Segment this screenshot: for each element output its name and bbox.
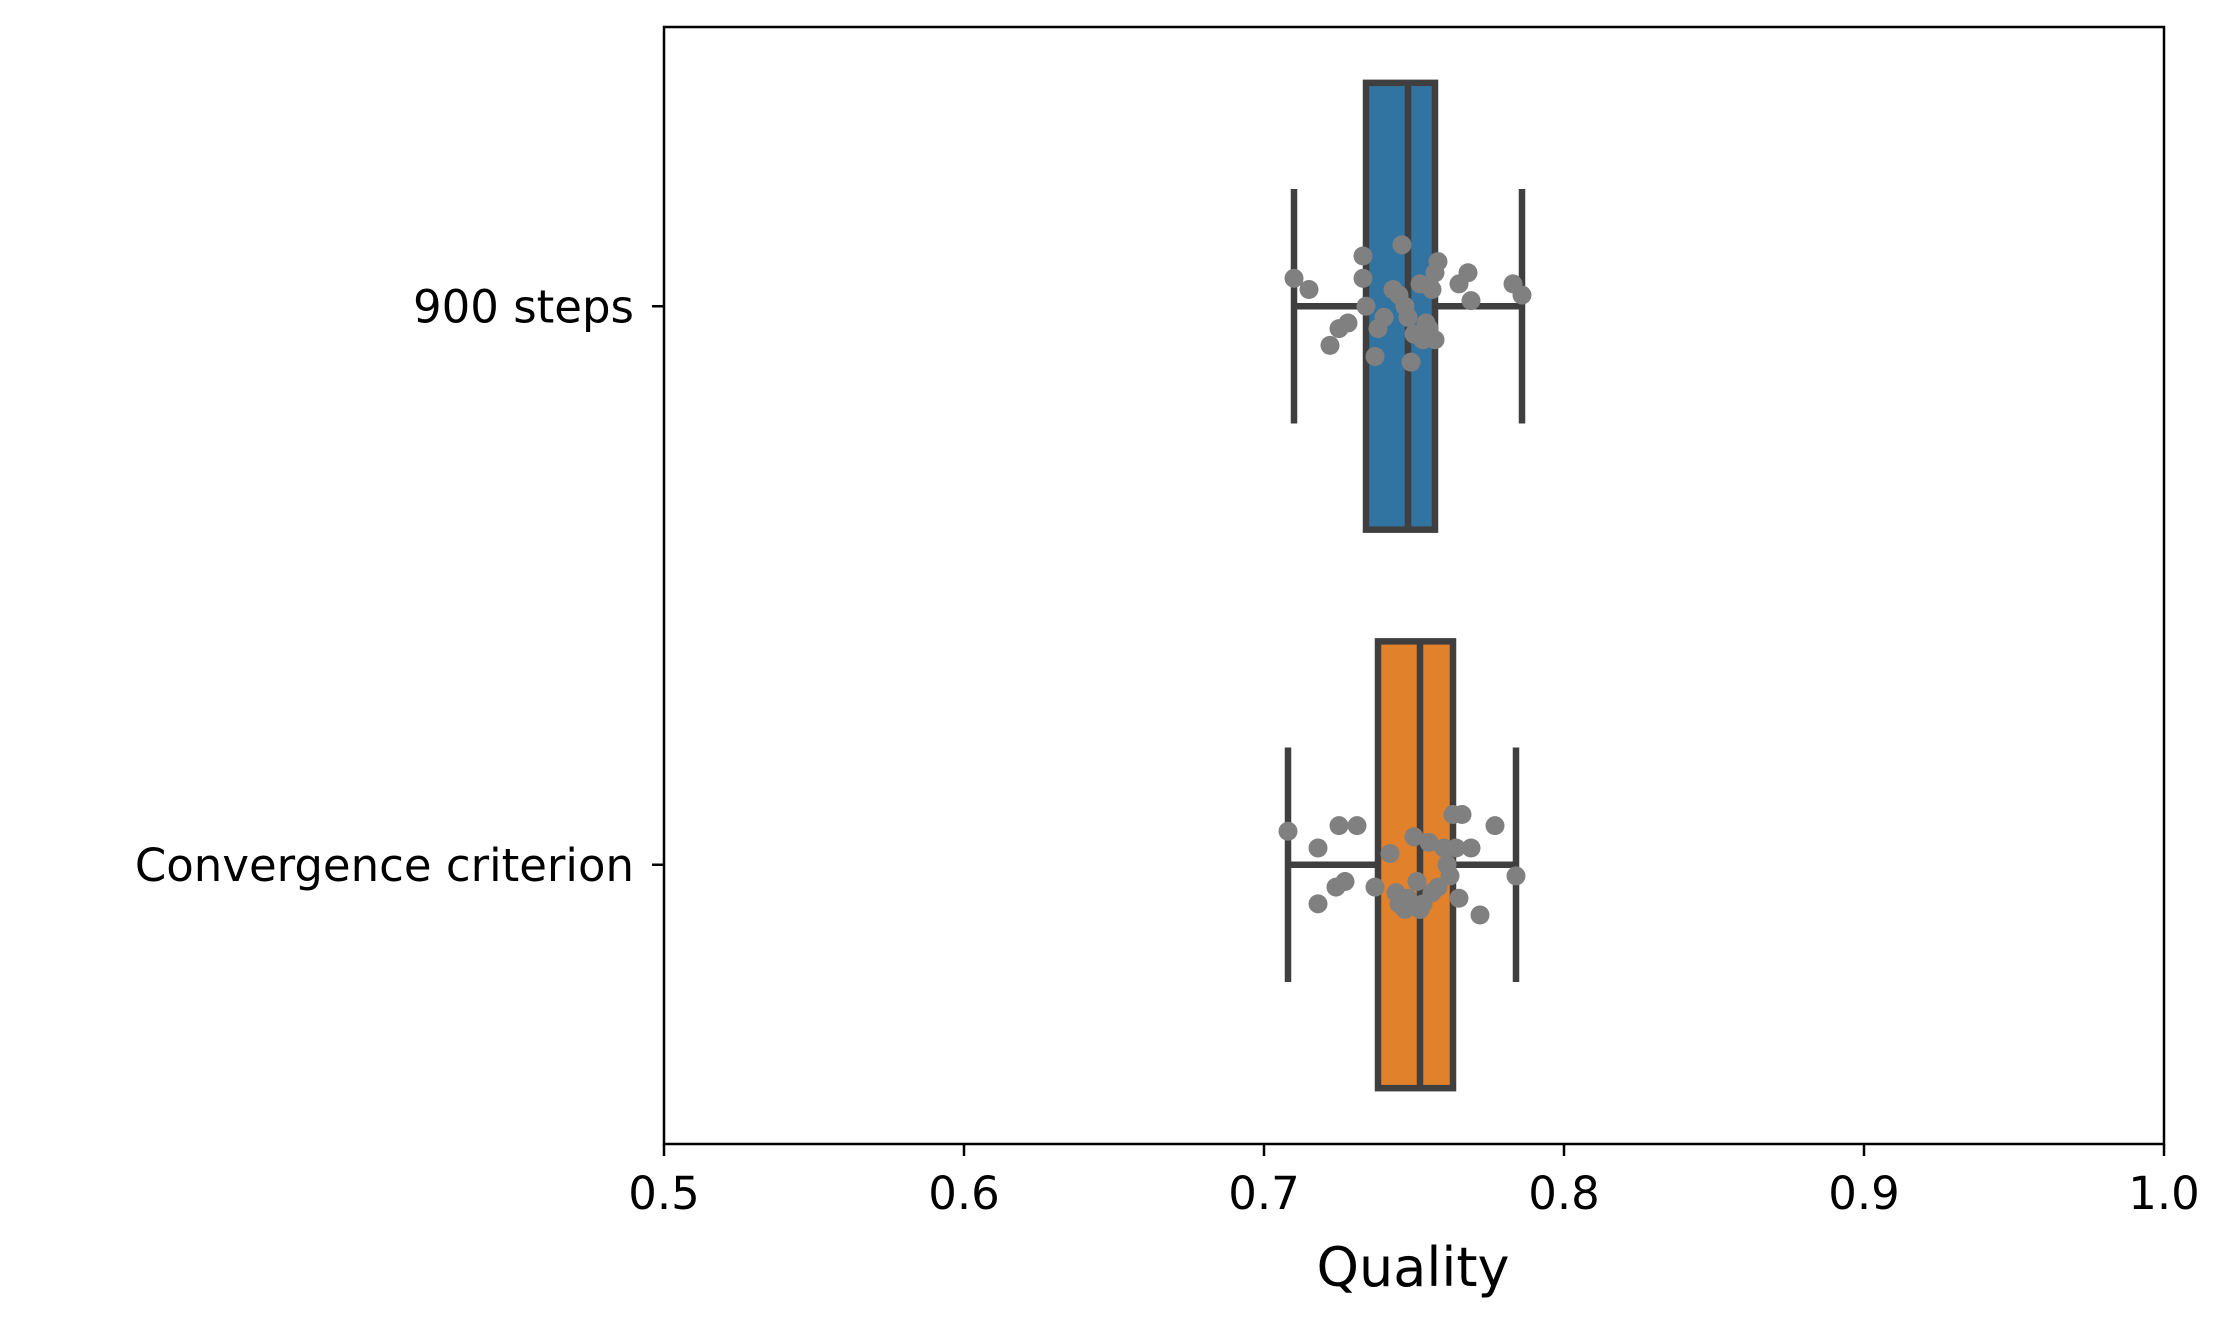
data-point bbox=[1380, 844, 1400, 864]
data-point bbox=[1440, 866, 1460, 886]
data-point bbox=[1284, 268, 1304, 288]
y-tick-label: 900 steps bbox=[413, 280, 634, 333]
data-point bbox=[1452, 804, 1472, 824]
x-tick-label: 0.7 bbox=[1228, 1167, 1300, 1220]
data-point bbox=[1335, 872, 1355, 892]
y-tick-label: Convergence criterion bbox=[135, 839, 634, 892]
data-point bbox=[1446, 838, 1466, 858]
data-point bbox=[1347, 816, 1367, 836]
data-point bbox=[1365, 347, 1385, 367]
x-axis-title: Quality bbox=[1317, 1236, 1510, 1299]
x-tick-label: 0.6 bbox=[928, 1167, 1000, 1220]
data-point bbox=[1449, 888, 1469, 908]
plot-area bbox=[1278, 79, 1532, 1092]
x-tick-label: 0.5 bbox=[628, 1167, 700, 1220]
data-point bbox=[1356, 296, 1376, 316]
data-point bbox=[1506, 866, 1526, 886]
data-point bbox=[1278, 821, 1298, 841]
data-point bbox=[1404, 827, 1424, 847]
data-point bbox=[1353, 246, 1373, 266]
axes: 0.5 0.6 0.7 0.8 0.9 1.0 900 steps Convergence c… bbox=[135, 25, 2200, 1220]
x-tick-label: 0.8 bbox=[1528, 1167, 1600, 1220]
data-point bbox=[1374, 307, 1394, 327]
data-point bbox=[1422, 279, 1442, 299]
data-point bbox=[1365, 877, 1385, 897]
data-point bbox=[1401, 352, 1421, 372]
data-point bbox=[1461, 291, 1481, 311]
data-point bbox=[1485, 816, 1505, 836]
data-point bbox=[1392, 235, 1412, 255]
data-point bbox=[1398, 888, 1418, 908]
x-tick-label: 0.9 bbox=[1828, 1167, 1900, 1220]
x-tick-label: 1.0 bbox=[2128, 1167, 2200, 1220]
data-point bbox=[1299, 279, 1319, 299]
data-point bbox=[1428, 252, 1448, 272]
data-point bbox=[1419, 832, 1439, 852]
data-point bbox=[1308, 894, 1328, 914]
plot-frame bbox=[662, 25, 2166, 1146]
data-point bbox=[1458, 263, 1478, 283]
data-point bbox=[1320, 335, 1340, 355]
data-point bbox=[1470, 905, 1490, 925]
data-point bbox=[1407, 872, 1427, 892]
data-point bbox=[1428, 877, 1448, 897]
data-point bbox=[1329, 816, 1349, 836]
data-point bbox=[1512, 285, 1532, 305]
box-group bbox=[1278, 638, 1526, 1092]
data-point bbox=[1308, 838, 1328, 858]
data-point bbox=[1398, 307, 1418, 327]
data-point bbox=[1338, 313, 1358, 333]
data-point bbox=[1353, 268, 1373, 288]
data-point bbox=[1425, 330, 1445, 350]
data-point bbox=[1461, 838, 1481, 858]
box-group bbox=[1284, 79, 1532, 533]
